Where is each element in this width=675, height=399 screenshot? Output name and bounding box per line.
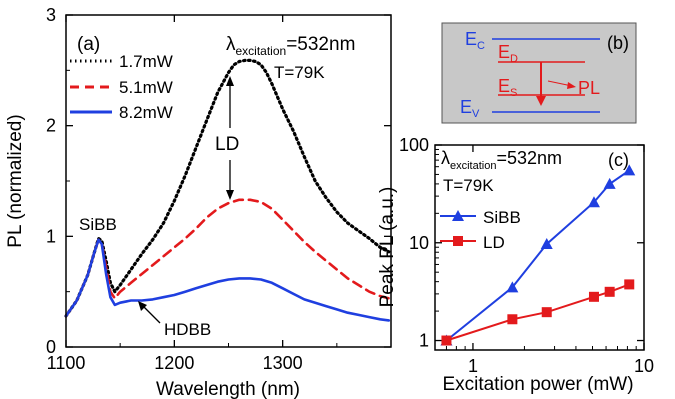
hdbb-annotation: HDBB	[164, 320, 211, 339]
panel-a-xtick-label: 1300	[263, 353, 303, 373]
panel-c-ytick-label: 100	[399, 135, 429, 155]
panel-c-excitation-sub: excitation	[450, 160, 496, 172]
panel-c-ytick-label: 1	[419, 331, 429, 351]
ld-arrows	[226, 76, 234, 200]
data-point-ld	[441, 335, 452, 346]
panel-a-temperature: T=79K	[274, 63, 325, 82]
panel-c-ylabel: Peak PL (a.u.)	[377, 187, 398, 308]
pl-label: PL	[578, 78, 600, 98]
data-point-sibb	[587, 196, 600, 208]
data-point-ld	[507, 314, 518, 325]
panel-a-xtick-label: 1100	[47, 353, 86, 373]
panel-a-series	[64, 58, 391, 322]
sibb-annotation: SiBB	[79, 215, 117, 234]
ev-label: EV	[460, 97, 480, 120]
hdbb-arrow	[138, 301, 161, 324]
panel-a-excitation: λexcitation=532nm	[226, 34, 355, 58]
legend-label-1-7mw: 1.7mW	[119, 52, 173, 71]
panel-a: 1100 1200 1300 0 1 2 3 PL (normalized) Wavelen…	[5, 5, 392, 399]
panel-c-xtick-label: 10	[634, 356, 654, 376]
legend-label-sibb: SiBB	[483, 208, 521, 227]
panel-c-label: (c)	[608, 150, 629, 170]
panel-c-ytick-label: 10	[409, 233, 429, 253]
data-point-ld	[588, 291, 599, 302]
panel-c: 1 10 1 10 100 Peak PL (a.u.) Excitation powe…	[377, 135, 654, 395]
series-line-sibb	[445, 169, 630, 342]
transition-arrowhead	[536, 96, 546, 106]
panel-a-xlabel: Wavelength (nm)	[156, 379, 300, 399]
panel-c-xlabel: Excitation power (mW)	[442, 374, 633, 395]
panel-a-frame	[65, 14, 392, 348]
panel-a-ytick-label: 2	[46, 116, 56, 136]
series-line-1-7mw	[64, 58, 391, 318]
panel-a-excitation-sub: excitation	[236, 44, 287, 58]
panel-c-lambda: λ	[441, 148, 450, 168]
legend-marker-sibb	[452, 210, 464, 221]
data-point-sibb	[540, 238, 553, 250]
panel-c-series	[440, 164, 636, 346]
ed-label: ED	[498, 42, 518, 65]
series-line-8-2mw	[64, 238, 391, 322]
panel-c-temperature: T=79K	[443, 176, 494, 195]
panel-a-legend: 1.7mW 5.1mW 8.2mW	[70, 52, 173, 122]
legend-marker-ld	[453, 236, 463, 246]
data-point-ld	[604, 286, 615, 297]
panel-c-excitation-value: =532nm	[496, 148, 562, 168]
data-point-ld	[541, 307, 552, 318]
panel-a-ylabel: PL (normalized)	[5, 114, 26, 247]
legend-label-5-1mw: 5.1mW	[119, 78, 173, 97]
data-point-sibb	[506, 281, 519, 293]
es-label: ES	[498, 76, 517, 99]
panel-c-legend: SiBB LD	[440, 208, 521, 252]
panel-b-energy-diagram: EC ED ES EV PL (b)	[441, 22, 637, 124]
panel-a-ytick-label: 3	[46, 5, 56, 25]
data-point-sibb	[603, 177, 616, 189]
panel-a-ytick-label: 0	[46, 337, 56, 357]
ld-annotation: LD	[215, 134, 239, 155]
legend-label-8-2mw: 8.2mW	[119, 103, 173, 122]
panel-a-excitation-value: =532nm	[286, 34, 355, 55]
series-line-ld	[446, 283, 630, 342]
panel-c-ticks: 1 10 1 10 100	[399, 135, 654, 376]
panel-a-ticks: 1100 1200 1300 0 1 2 3	[46, 5, 391, 373]
data-point-ld	[624, 279, 635, 290]
panel-c-excitation: λexcitation=532nm	[441, 148, 562, 172]
ec-label: EC	[465, 29, 485, 52]
panel-a-ytick-label: 1	[46, 226, 56, 246]
data-point-sibb	[623, 164, 636, 176]
panel-b-label: (b)	[607, 33, 629, 53]
panel-a-lambda: λ	[226, 34, 236, 55]
panel-a-label: (a)	[77, 34, 100, 55]
legend-label-ld: LD	[483, 233, 505, 252]
panel-c-xtick-label: 1	[468, 356, 478, 376]
panel-a-xtick-label: 1200	[154, 353, 194, 373]
panel-c-frame	[434, 144, 645, 351]
